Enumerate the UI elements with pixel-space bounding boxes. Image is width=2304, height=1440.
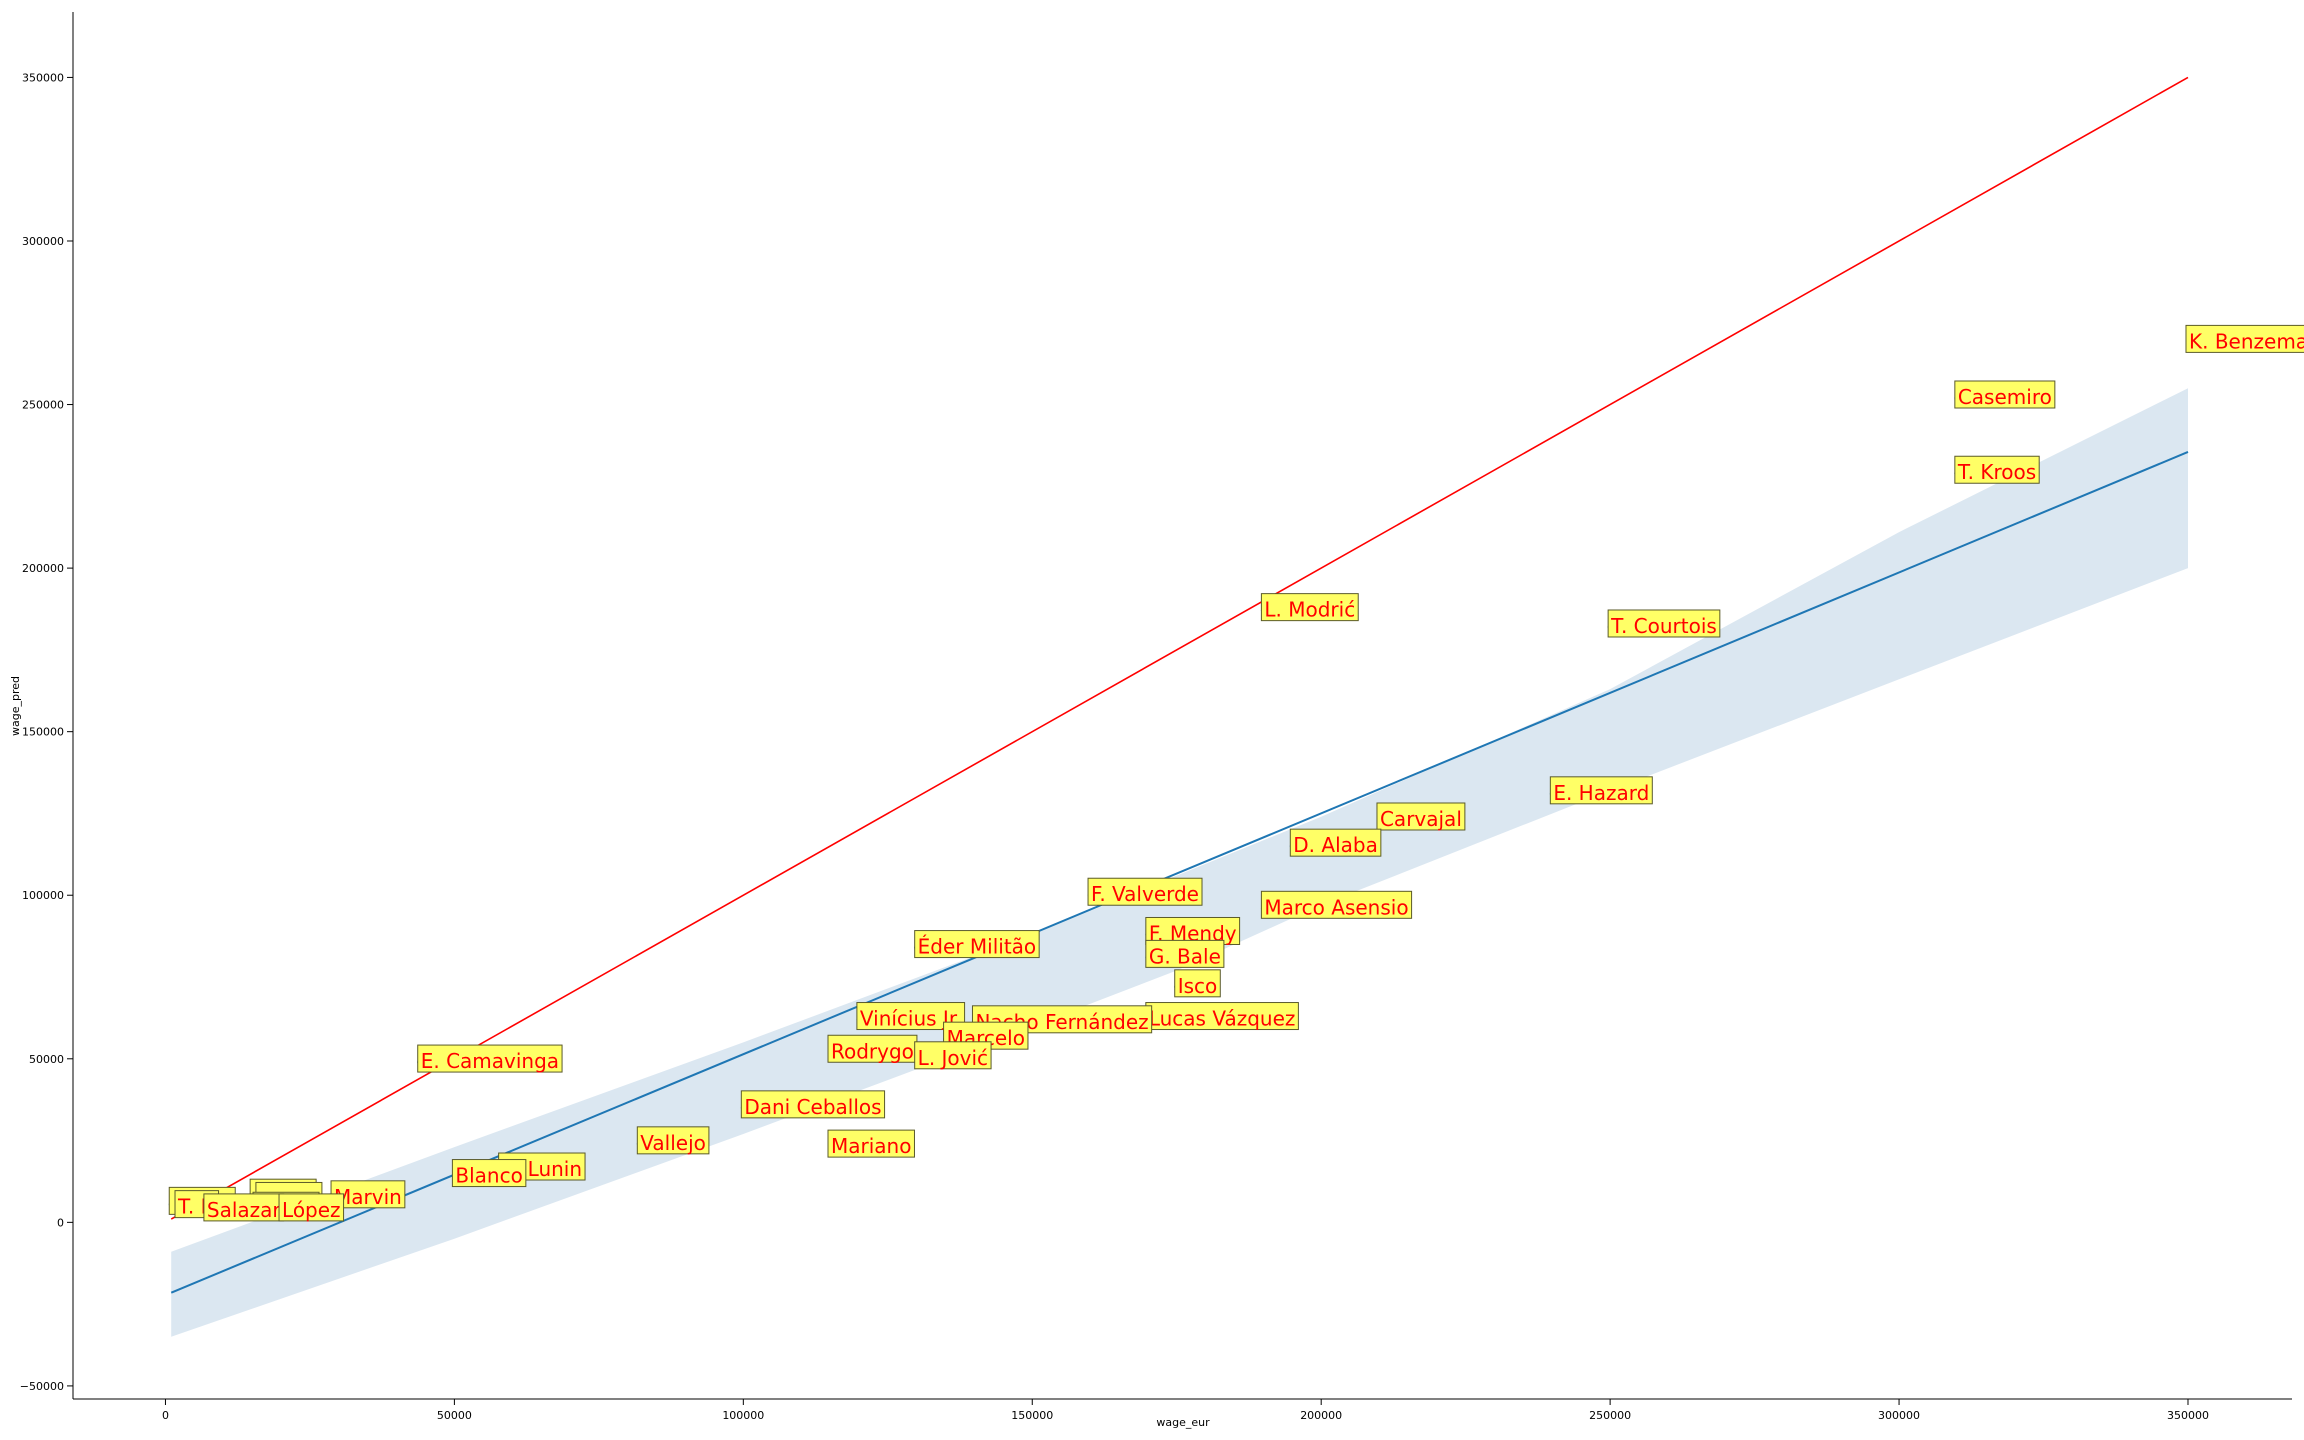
point-annotation: Marco Asensio (1260, 890, 1413, 919)
point-label: E. Camavinga (421, 1049, 559, 1073)
point-label: D. Alaba (1293, 833, 1378, 857)
point-label: Marvin (334, 1185, 402, 1209)
confidence-band-layer (171, 388, 2189, 1337)
point-annotation: T. Courtois (1607, 609, 1721, 638)
point-annotation: Dani Ceballos (740, 1090, 886, 1119)
y-axis-label: wage_pred (9, 676, 22, 736)
annotation-box (1087, 877, 1203, 906)
point-annotation: F. Valverde (1087, 877, 1203, 906)
point-label: Vallejo (640, 1131, 706, 1155)
point-label: Isco (1178, 974, 1218, 998)
point-annotation: D. Alaba (1289, 828, 1382, 857)
point-label: Mariano (831, 1134, 911, 1158)
point-annotation: G. Bale (1145, 939, 1225, 968)
annotation-box (1145, 1002, 1299, 1031)
point-label: G. Bale (1149, 944, 1221, 968)
annotation-box (1260, 593, 1359, 622)
point-label: Éder Militão (918, 935, 1036, 959)
annotation-box (1145, 939, 1225, 968)
annotation-box (1607, 609, 1721, 638)
annotation-box (740, 1090, 886, 1119)
x-tick-label: 100000 (722, 1409, 764, 1422)
confidence-band (171, 388, 2189, 1337)
y-tick-label: 0 (57, 1216, 64, 1229)
point-label: F. Valverde (1091, 882, 1199, 906)
y-tick-label: 200000 (22, 562, 64, 575)
point-annotation: López (278, 1193, 345, 1222)
x-tick-label: 50000 (437, 1409, 472, 1422)
point-label: Carvajal (1380, 807, 1462, 831)
ticks: 0 50000 100000 150000 200000 250000 300000 3500… (20, 71, 2209, 1422)
point-label: Lucas Vázquez (1149, 1007, 1296, 1031)
annotation-box (451, 1159, 527, 1188)
annotation-box (1549, 776, 1653, 805)
annotation-box (1260, 890, 1413, 919)
point-label: K. Benzema (2189, 329, 2304, 353)
y-tick-label: −50000 (20, 1380, 64, 1393)
point-annotation: Rodrygo (827, 1034, 918, 1063)
point-annotation: Blanco (451, 1159, 527, 1188)
y-tick-label: 100000 (22, 889, 64, 902)
y-tick-label: 250000 (22, 399, 64, 412)
point-annotation: E. Hazard (1549, 776, 1653, 805)
point-label: Salazar (207, 1198, 282, 1222)
point-annotation: K. Benzema (2185, 324, 2304, 353)
x-axis-label: wage_eur (1156, 1416, 1210, 1429)
points-layer (168, 339, 2191, 1214)
x-tick-label: 350000 (2167, 1409, 2209, 1422)
point-annotation: Salazar (203, 1193, 285, 1222)
identity-line (170, 76, 2189, 1220)
annotation-box (2185, 324, 2304, 353)
point-label: T. Kroos (1957, 460, 2036, 484)
annotation-box (278, 1193, 345, 1222)
annotation-box (636, 1126, 710, 1155)
point-annotation: Isco (1174, 969, 1221, 998)
point-annotation: Mariano (827, 1129, 915, 1158)
point-label: Rodrygo (831, 1039, 914, 1063)
x-tick-label: 250000 (1589, 1409, 1631, 1422)
point-annotation: Carvajal (1376, 802, 1466, 831)
point-annotation: Vallejo (636, 1126, 710, 1155)
axes (72, 12, 2292, 1400)
point-label: Marco Asensio (1264, 895, 1408, 919)
y-tick-label: 150000 (22, 726, 64, 739)
y-tick-label: 350000 (22, 71, 64, 84)
annotation-box (1376, 802, 1466, 831)
x-tick-label: 300000 (1878, 1409, 1920, 1422)
point-label: Casemiro (1958, 385, 2052, 409)
annotation-box (1289, 828, 1382, 857)
y-tick-label: 50000 (29, 1053, 64, 1066)
point-annotation: E. Camavinga (417, 1044, 563, 1073)
annotation-layer: K. Benzema Casemiro T. Kroos L. Modrić T. Co… (168, 324, 2304, 1222)
annotation-box (417, 1044, 563, 1073)
line-layer (170, 76, 2189, 1294)
point-annotation: T. Kroos (1954, 455, 2040, 484)
point-label: Dani Ceballos (744, 1095, 881, 1119)
point-annotation: Éder Militão (914, 930, 1040, 959)
x-tick-label: 0 (162, 1409, 169, 1422)
x-tick-label: 150000 (1011, 1409, 1053, 1422)
point-label: L. Jović (918, 1046, 988, 1070)
point-label: T. Courtois (1610, 614, 1717, 638)
annotation-box (1174, 969, 1221, 998)
point-annotation: Lucas Vázquez (1145, 1002, 1299, 1031)
point-annotation: L. Jović (914, 1041, 992, 1070)
point-label: Blanco (455, 1164, 522, 1188)
point-label: E. Hazard (1553, 781, 1649, 805)
point-label: L. Modrić (1264, 598, 1355, 622)
annotation-box (914, 930, 1040, 959)
annotation-box (1954, 380, 2056, 409)
y-tick-label: 300000 (22, 235, 64, 248)
annotation-box (203, 1193, 285, 1222)
annotation-box (1954, 455, 2040, 484)
annotation-box (914, 1041, 992, 1070)
annotation-box (827, 1129, 915, 1158)
point-label: López (282, 1198, 341, 1222)
point-annotation: L. Modrić (1260, 593, 1359, 622)
x-tick-label: 200000 (1300, 1409, 1342, 1422)
annotation-box (827, 1034, 918, 1063)
point-annotation: Casemiro (1954, 380, 2056, 409)
